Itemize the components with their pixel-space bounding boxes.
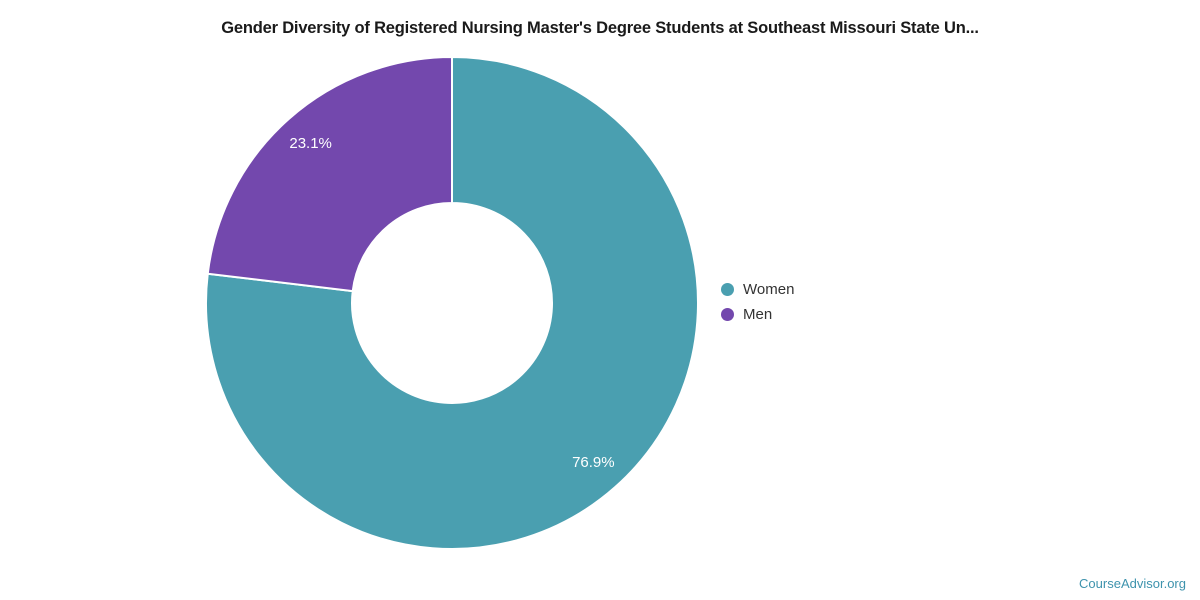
pie-slice-women[interactable] bbox=[205, 56, 699, 550]
pie-slice-men[interactable] bbox=[206, 56, 453, 293]
legend-marker-icon bbox=[721, 283, 734, 296]
legend: Women Men bbox=[721, 277, 794, 327]
data-label-men: 23.1% bbox=[289, 135, 332, 152]
courseadvisor-brand-link[interactable]: CourseAdvisor.org bbox=[1079, 576, 1186, 591]
legend-marker-icon bbox=[721, 308, 734, 321]
legend-item-men[interactable]: Men bbox=[721, 302, 794, 327]
legend-label: Men bbox=[743, 306, 773, 323]
legend-item-women[interactable]: Women bbox=[721, 277, 794, 302]
data-label-women: 76.9% bbox=[572, 454, 615, 471]
chart-title: Gender Diversity of Registered Nursing M… bbox=[221, 19, 979, 37]
legend-label: Women bbox=[743, 281, 795, 298]
